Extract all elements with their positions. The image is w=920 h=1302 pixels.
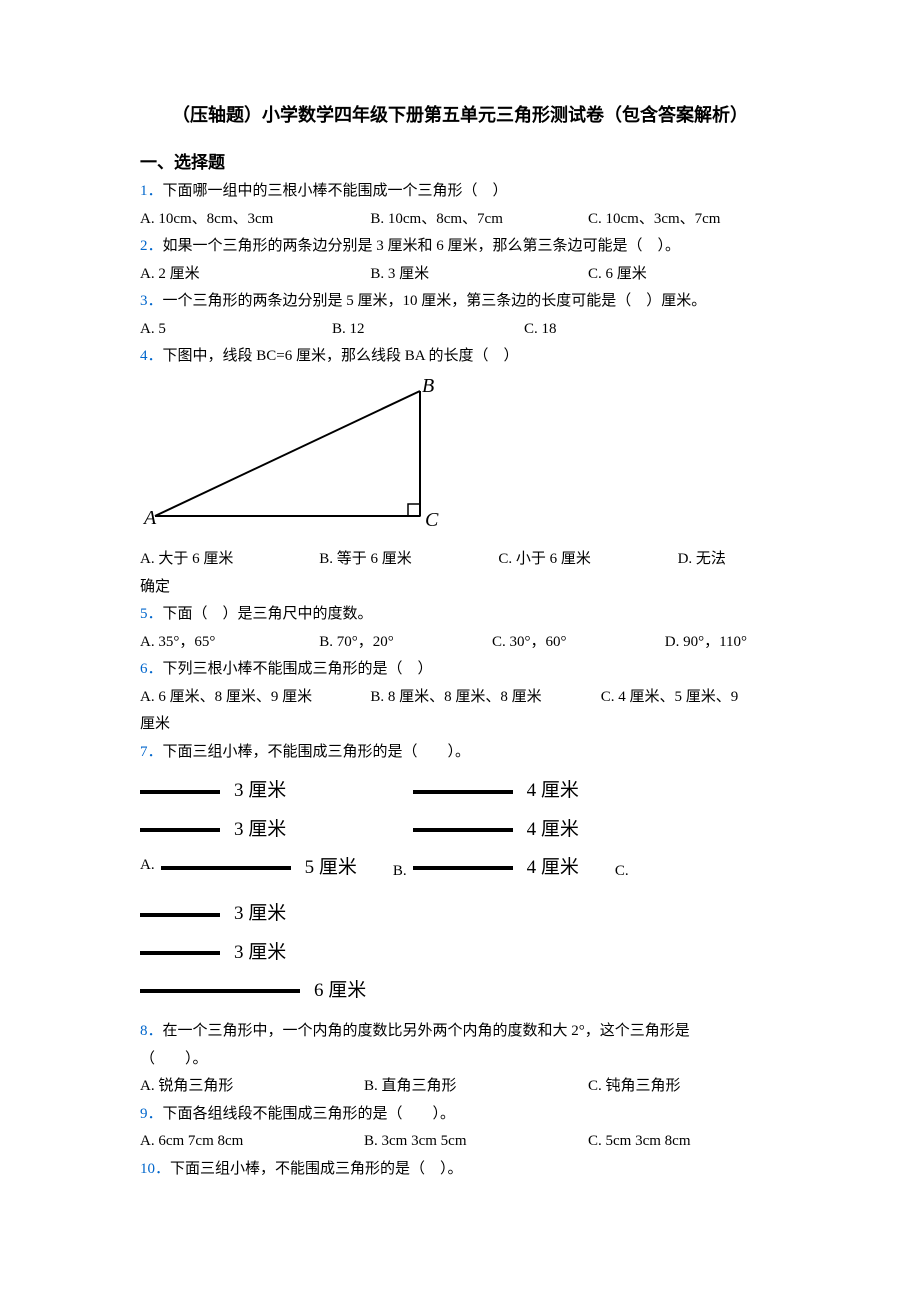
q2-opt-a: A. 2 厘米: [140, 262, 370, 288]
q9-opt-c: C. 5cm 3cm 8cm: [588, 1129, 780, 1155]
q2-options: A. 2 厘米 B. 3 厘米 C. 6 厘米: [140, 262, 780, 288]
bar-label: 6 厘米: [314, 975, 366, 1007]
q7-letter-c: C.: [615, 859, 629, 885]
q1-text: 下面哪一组中的三根小棒不能围成一个三角形（ ）: [163, 183, 508, 199]
q1-num: 1．: [140, 183, 163, 199]
vertex-a-label: A: [142, 507, 157, 529]
q8-opt-b: B. 直角三角形: [364, 1074, 588, 1100]
bar: [413, 866, 513, 870]
q6-opt-b: B. 8 厘米、8 厘米、8 厘米: [370, 685, 600, 711]
q3-options: A. 5 B. 12 C. 18: [140, 317, 780, 343]
q1-opt-b: B. 10cm、8cm、7cm: [370, 207, 588, 233]
q4-opt-d: D. 无法: [678, 547, 780, 573]
bar-label: 4 厘米: [527, 775, 579, 807]
q3-num: 3．: [140, 293, 163, 309]
q8-options: A. 锐角三角形 B. 直角三角形 C. 钝角三角形: [140, 1074, 780, 1100]
question-1: 1．下面哪一组中的三根小棒不能围成一个三角形（ ）: [140, 179, 780, 205]
q5-opt-a: A. 35°，65°: [140, 630, 319, 656]
section-heading: 一、选择题: [140, 149, 780, 178]
q2-opt-b: B. 3 厘米: [370, 262, 588, 288]
bar: [413, 790, 513, 794]
q4-tail: 确定: [140, 575, 780, 601]
q4-opt-c: C. 小于 6 厘米: [498, 547, 677, 573]
q8-num: 8．: [140, 1023, 163, 1039]
q9-opt-a: A. 6cm 7cm 8cm: [140, 1129, 364, 1155]
q5-text: 下面（ ）是三角尺中的度数。: [163, 606, 373, 622]
q1-opt-c: C. 10cm、3cm、7cm: [588, 207, 780, 233]
bar: [161, 866, 291, 870]
q4-opt-b: B. 等于 6 厘米: [319, 547, 498, 573]
bar: [140, 989, 300, 993]
q1-opt-a: A. 10cm、8cm、3cm: [140, 207, 370, 233]
q7-letter-b: B.: [393, 859, 407, 885]
q3-opt-b: B. 12: [332, 317, 524, 343]
q7-group-a: 3 厘米 3 厘米 A. 5 厘米: [140, 769, 357, 890]
question-5: 5．下面（ ）是三角尺中的度数。: [140, 602, 780, 628]
bar: [140, 951, 220, 955]
q4-figure: A B C: [140, 376, 780, 546]
q7-letter-a: A.: [140, 853, 155, 879]
q6-opt-a: A. 6 厘米、8 厘米、9 厘米: [140, 685, 370, 711]
q5-opt-d: D. 90°，110°: [665, 630, 780, 656]
q5-opt-b: B. 70°，20°: [319, 630, 492, 656]
q5-num: 5．: [140, 606, 163, 622]
q7-num: 7．: [140, 744, 163, 760]
q3-text: 一个三角形的两条边分别是 5 厘米，10 厘米，第三条边的长度可能是（ ）厘米。: [163, 293, 707, 309]
bar: [140, 913, 220, 917]
q1-options: A. 10cm、8cm、3cm B. 10cm、8cm、7cm C. 10cm、…: [140, 207, 780, 233]
question-4: 4．下图中，线段 BC=6 厘米，那么线段 BA 的长度（ ）: [140, 344, 780, 370]
question-9: 9．下面各组线段不能围成三角形的是（ ）。: [140, 1102, 780, 1128]
q4-num: 4．: [140, 348, 163, 364]
bar: [140, 828, 220, 832]
q7-options-row2: 3 厘米 3 厘米 6 厘米: [140, 892, 780, 1013]
q7-options-row1: 3 厘米 3 厘米 A. 5 厘米 B. 4 厘米 4 厘米 4 厘米 C.: [140, 769, 780, 890]
q6-opt-c: C. 4 厘米、5 厘米、9: [601, 685, 780, 711]
q4-options: A. 大于 6 厘米 B. 等于 6 厘米 C. 小于 6 厘米 D. 无法: [140, 547, 780, 573]
q2-text: 如果一个三角形的两条边分别是 3 厘米和 6 厘米，那么第三条边可能是（ ）。: [163, 238, 681, 254]
page-title: （压轴题）小学数学四年级下册第五单元三角形测试卷（包含答案解析）: [140, 100, 780, 131]
q6-tail: 厘米: [140, 712, 780, 738]
q4-text: 下图中，线段 BC=6 厘米，那么线段 BA 的长度（ ）: [163, 348, 519, 364]
bar-label: 4 厘米: [527, 814, 579, 846]
bar-label: 3 厘米: [234, 898, 286, 930]
q10-num: 10．: [140, 1161, 170, 1177]
q8-text2: （ ）。: [140, 1047, 780, 1073]
bar-label: 3 厘米: [234, 937, 286, 969]
q6-num: 6．: [140, 661, 163, 677]
vertex-c-label: C: [425, 509, 439, 531]
q7-group-c: 3 厘米 3 厘米 6 厘米: [140, 892, 366, 1013]
q3-opt-c: C. 18: [524, 317, 716, 343]
question-10: 10．下面三组小棒，不能围成三角形的是（ ）。: [140, 1157, 780, 1183]
q5-opt-c: C. 30°，60°: [492, 630, 665, 656]
q7-group-b: 4 厘米 4 厘米 4 厘米: [413, 769, 579, 890]
question-8: 8．在一个三角形中，一个内角的度数比另外两个内角的度数和大 2°，这个三角形是: [140, 1019, 780, 1045]
q8-opt-a: A. 锐角三角形: [140, 1074, 364, 1100]
q8-text: 在一个三角形中，一个内角的度数比另外两个内角的度数和大 2°，这个三角形是: [163, 1023, 690, 1039]
q6-options: A. 6 厘米、8 厘米、9 厘米 B. 8 厘米、8 厘米、8 厘米 C. 4…: [140, 685, 780, 711]
bar-label: 3 厘米: [234, 775, 286, 807]
q2-opt-c: C. 6 厘米: [588, 262, 780, 288]
q10-text: 下面三组小棒，不能围成三角形的是（ ）。: [170, 1161, 463, 1177]
bar: [140, 790, 220, 794]
question-2: 2．如果一个三角形的两条边分别是 3 厘米和 6 厘米，那么第三条边可能是（ ）…: [140, 234, 780, 260]
q9-text: 下面各组线段不能围成三角形的是（ ）。: [163, 1106, 456, 1122]
bar: [413, 828, 513, 832]
question-3: 3．一个三角形的两条边分别是 5 厘米，10 厘米，第三条边的长度可能是（ ）厘…: [140, 289, 780, 315]
bar-label: 3 厘米: [234, 814, 286, 846]
q5-options: A. 35°，65° B. 70°，20° C. 30°，60° D. 90°，…: [140, 630, 780, 656]
bar-label: 4 厘米: [527, 852, 579, 884]
bar-label: 5 厘米: [305, 852, 357, 884]
q9-options: A. 6cm 7cm 8cm B. 3cm 3cm 5cm C. 5cm 3cm…: [140, 1129, 780, 1155]
q2-num: 2．: [140, 238, 163, 254]
q4-opt-a: A. 大于 6 厘米: [140, 547, 319, 573]
q8-opt-c: C. 钝角三角形: [588, 1074, 780, 1100]
vertex-b-label: B: [422, 376, 434, 397]
q3-opt-a: A. 5: [140, 317, 332, 343]
q6-text: 下列三根小棒不能围成三角形的是（ ）: [163, 661, 433, 677]
q9-num: 9．: [140, 1106, 163, 1122]
question-6: 6．下列三根小棒不能围成三角形的是（ ）: [140, 657, 780, 683]
q9-opt-b: B. 3cm 3cm 5cm: [364, 1129, 588, 1155]
question-7: 7．下面三组小棒，不能围成三角形的是（ ）。: [140, 740, 780, 766]
q7-text: 下面三组小棒，不能围成三角形的是（ ）。: [163, 744, 471, 760]
